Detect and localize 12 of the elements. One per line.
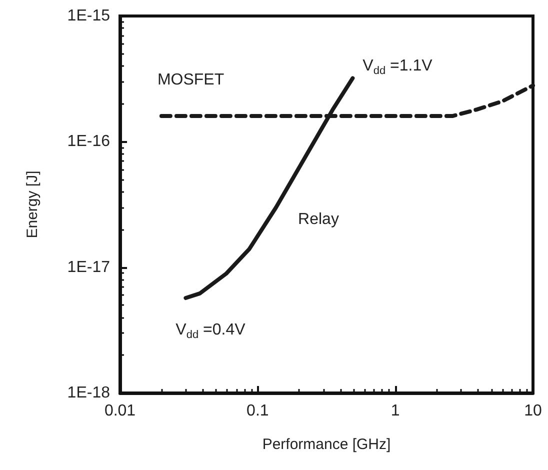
series-label: Relay (298, 210, 339, 228)
y-axis-title: Energy [J] (24, 170, 41, 238)
x-tick-label: 10 (524, 402, 542, 420)
x-tick-label: 0.01 (104, 402, 136, 420)
x-axis-title: Performance [GHz] (262, 436, 391, 453)
series-label: MOSFET (157, 72, 224, 89)
y-tick-label: 1E-16 (67, 133, 110, 150)
y-tick-label: 1E-15 (67, 8, 110, 24)
x-tick-label: 0.1 (246, 402, 269, 420)
y-tick-label: 1E-18 (67, 384, 110, 402)
y-tick-label: 1E-17 (67, 258, 110, 276)
x-tick-label: 1 (390, 402, 400, 420)
